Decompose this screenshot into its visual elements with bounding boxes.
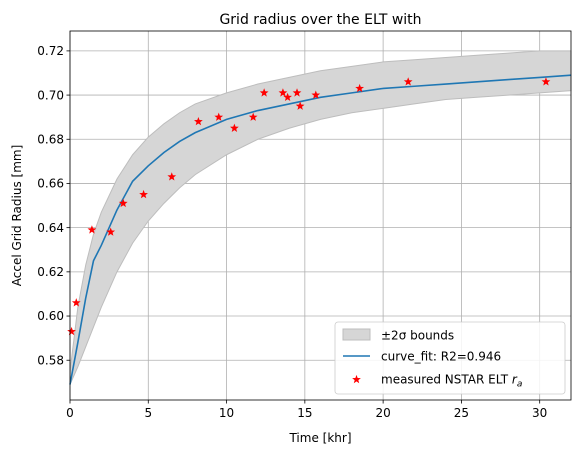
chart-title: Grid radius over the ELT with [219, 12, 421, 28]
fit-curve-line [69, 74, 572, 385]
measured-point [292, 88, 302, 97]
legend: ±2σ bounds curve_fit: R2=0.946 measured … [334, 321, 566, 395]
plot-frame [69, 30, 572, 401]
measured-point [278, 88, 288, 97]
measured-point [214, 112, 224, 121]
measured-point [139, 189, 148, 199]
y-tick-label: 0.72 [37, 44, 64, 58]
measured-point [541, 77, 551, 86]
legend-band-label: ±2σ bounds [381, 329, 454, 343]
measured-point [248, 112, 258, 121]
measured-point [71, 298, 81, 307]
x-tick-label: 10 [219, 406, 234, 420]
y-tick-label: 0.68 [37, 132, 64, 146]
measured-point [230, 123, 239, 132]
measured-point [194, 116, 203, 126]
legend-points-variable: r [512, 373, 518, 387]
measured-point [67, 326, 76, 336]
measured-point [355, 83, 365, 93]
y-axis-label: Accel Grid Radius [mm] [10, 145, 24, 287]
legend-point-swatch [352, 374, 361, 384]
x-axis-label: Time [khr] [288, 431, 351, 445]
legend-star-marker [352, 374, 361, 384]
x-tick-label: 5 [144, 406, 152, 420]
legend-points-label: measured NSTAR ELT ra [381, 373, 522, 390]
measured-point [167, 172, 177, 181]
measured-point [259, 88, 269, 97]
y-tick-label: 0.60 [37, 309, 64, 323]
measured-point [311, 90, 321, 99]
measured-points [67, 77, 551, 336]
x-tick-label: 25 [454, 406, 469, 420]
measured-point [295, 101, 305, 110]
x-axis-ticks: 0 5 10 15 20 25 30 [66, 400, 547, 420]
y-axis-ticks: 0.58 0.60 0.62 0.64 0.66 0.68 0.70 0.72 [37, 44, 70, 367]
y-tick-label: 0.70 [37, 88, 64, 102]
x-tick-label: 20 [375, 406, 390, 420]
y-tick-label: 0.62 [37, 265, 64, 279]
legend-points-text: measured NSTAR ELT r [381, 373, 518, 387]
measured-point [283, 92, 292, 102]
y-tick-label: 0.64 [37, 221, 64, 235]
measured-point [118, 198, 128, 208]
measured-point [106, 227, 116, 236]
y-tick-label: 0.66 [37, 177, 64, 191]
x-tick-label: 0 [66, 406, 74, 420]
legend-box [334, 321, 566, 395]
legend-fit-label: curve_fit: R2=0.946 [381, 350, 501, 364]
measured-point [87, 225, 97, 234]
legend-band-swatch [342, 328, 371, 341]
x-tick-label: 30 [532, 406, 547, 420]
y-tick-label: 0.58 [37, 353, 64, 367]
x-tick-label: 15 [297, 406, 312, 420]
legend-points-subscript: a [517, 380, 523, 390]
measured-point [403, 77, 413, 86]
